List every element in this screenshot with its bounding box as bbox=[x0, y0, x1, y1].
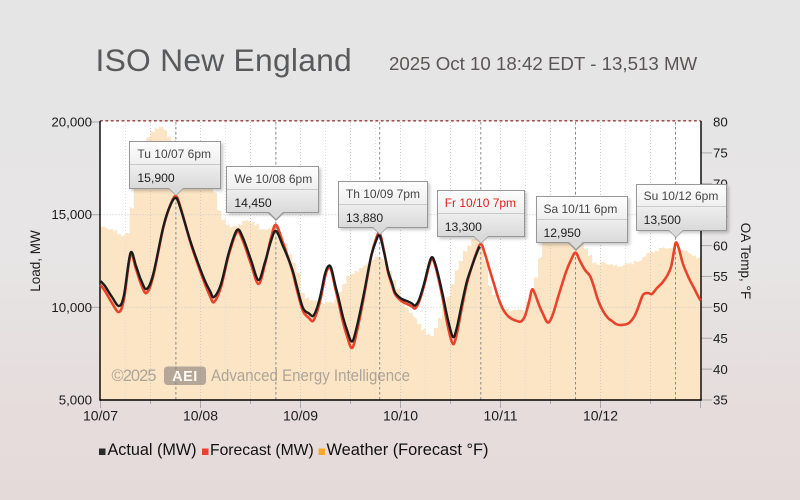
svg-text:45: 45 bbox=[713, 331, 728, 346]
svg-text:60: 60 bbox=[713, 238, 728, 253]
svg-text:10/07: 10/07 bbox=[83, 408, 118, 424]
svg-text:10/11: 10/11 bbox=[484, 408, 518, 424]
svg-text:Load, MW: Load, MW bbox=[28, 230, 43, 292]
svg-text:Actual (MW): Actual (MW) bbox=[108, 441, 197, 459]
svg-text:55: 55 bbox=[713, 269, 728, 284]
svg-text:10/08: 10/08 bbox=[183, 408, 218, 424]
svg-text:10/12: 10/12 bbox=[583, 408, 618, 424]
svg-text:Weather (Forecast °F): Weather (Forecast °F) bbox=[327, 441, 489, 459]
svg-text:75: 75 bbox=[713, 146, 728, 161]
svg-text:40: 40 bbox=[713, 362, 728, 377]
svg-text:OA Temp, °F: OA Temp, °F bbox=[738, 223, 753, 299]
svg-text:35: 35 bbox=[713, 393, 728, 408]
svg-text:50: 50 bbox=[713, 300, 728, 315]
svg-text:10/10: 10/10 bbox=[383, 408, 418, 424]
svg-text:20,000: 20,000 bbox=[51, 115, 92, 130]
svg-text:80: 80 bbox=[713, 115, 728, 130]
svg-text:©2025: ©2025 bbox=[112, 367, 157, 385]
svg-text:Advanced Energy Intelligence: Advanced Energy Intelligence bbox=[211, 367, 410, 385]
svg-text:AEI: AEI bbox=[172, 369, 198, 385]
svg-text:15,000: 15,000 bbox=[51, 207, 92, 222]
svg-text:10,000: 10,000 bbox=[51, 300, 92, 315]
svg-text:10/09: 10/09 bbox=[283, 408, 318, 424]
svg-text:Forecast (MW): Forecast (MW) bbox=[210, 442, 314, 459]
svg-text:5,000: 5,000 bbox=[59, 393, 92, 408]
